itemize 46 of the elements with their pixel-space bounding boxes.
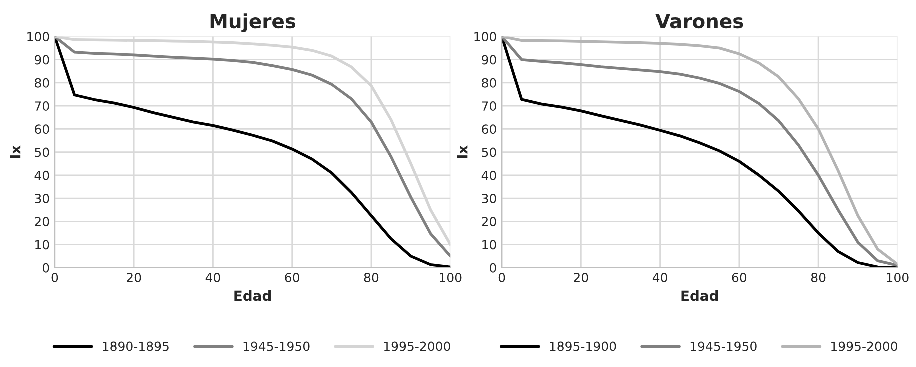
y-tick-label: 0 <box>42 263 50 273</box>
x-tick-label: 100 <box>887 272 909 282</box>
chart-title: Varones <box>656 14 744 29</box>
x-tick-label: 80 <box>364 272 379 282</box>
x-tick-label: 40 <box>206 272 220 282</box>
y-tick-label: 50 <box>482 148 496 158</box>
chart-title: Mujeres <box>210 14 296 33</box>
y-tick-label: 20 <box>35 217 50 227</box>
x-axis-title: Edad <box>234 290 271 302</box>
x-axis-title: Edad <box>682 290 718 302</box>
y-tick-label: 80 <box>482 78 496 88</box>
y-tick-label: 40 <box>482 170 496 180</box>
y-axis-title: lx <box>10 146 21 158</box>
y-tick-label: 60 <box>35 124 50 134</box>
y-tick-label: 100 <box>474 32 496 42</box>
y-tick-label: 60 <box>482 124 496 134</box>
legend-label: 1995-2000 <box>384 342 450 352</box>
y-tick-label: 30 <box>35 194 50 204</box>
y-tick-label: 10 <box>36 240 50 250</box>
y-tick-label: 0 <box>490 263 496 273</box>
legend-label: 1945-1950 <box>690 342 757 352</box>
legend-label: 1890-1895 <box>103 342 169 352</box>
legend-label: 1895-1900 <box>550 342 616 352</box>
legend-label: 1945-1950 <box>244 342 310 352</box>
y-tick-label: 20 <box>482 217 496 227</box>
y-tick-label: 80 <box>35 78 50 88</box>
x-tick-label: 80 <box>811 272 826 282</box>
x-tick-label: 0 <box>498 272 506 282</box>
x-tick-label: 100 <box>440 272 462 282</box>
y-axis-title: lx <box>457 146 468 158</box>
y-tick-label: 30 <box>482 194 496 204</box>
y-tick-label: 100 <box>28 32 50 42</box>
y-tick-label: 50 <box>35 148 50 158</box>
x-tick-label: 60 <box>285 272 300 282</box>
x-tick-label: 20 <box>127 272 142 282</box>
x-tick-label: 0 <box>52 272 58 282</box>
y-tick-label: 70 <box>35 102 50 111</box>
y-tick-label: 90 <box>34 55 50 65</box>
x-tick-label: 40 <box>652 272 668 282</box>
y-tick-label: 10 <box>482 240 496 250</box>
x-tick-label: 60 <box>732 272 747 282</box>
y-tick-label: 70 <box>482 102 496 111</box>
x-tick-label: 20 <box>574 272 588 282</box>
legend-label: 1995-2000 <box>832 342 898 352</box>
y-tick-label: 90 <box>482 55 496 65</box>
y-tick-label: 40 <box>34 170 50 180</box>
